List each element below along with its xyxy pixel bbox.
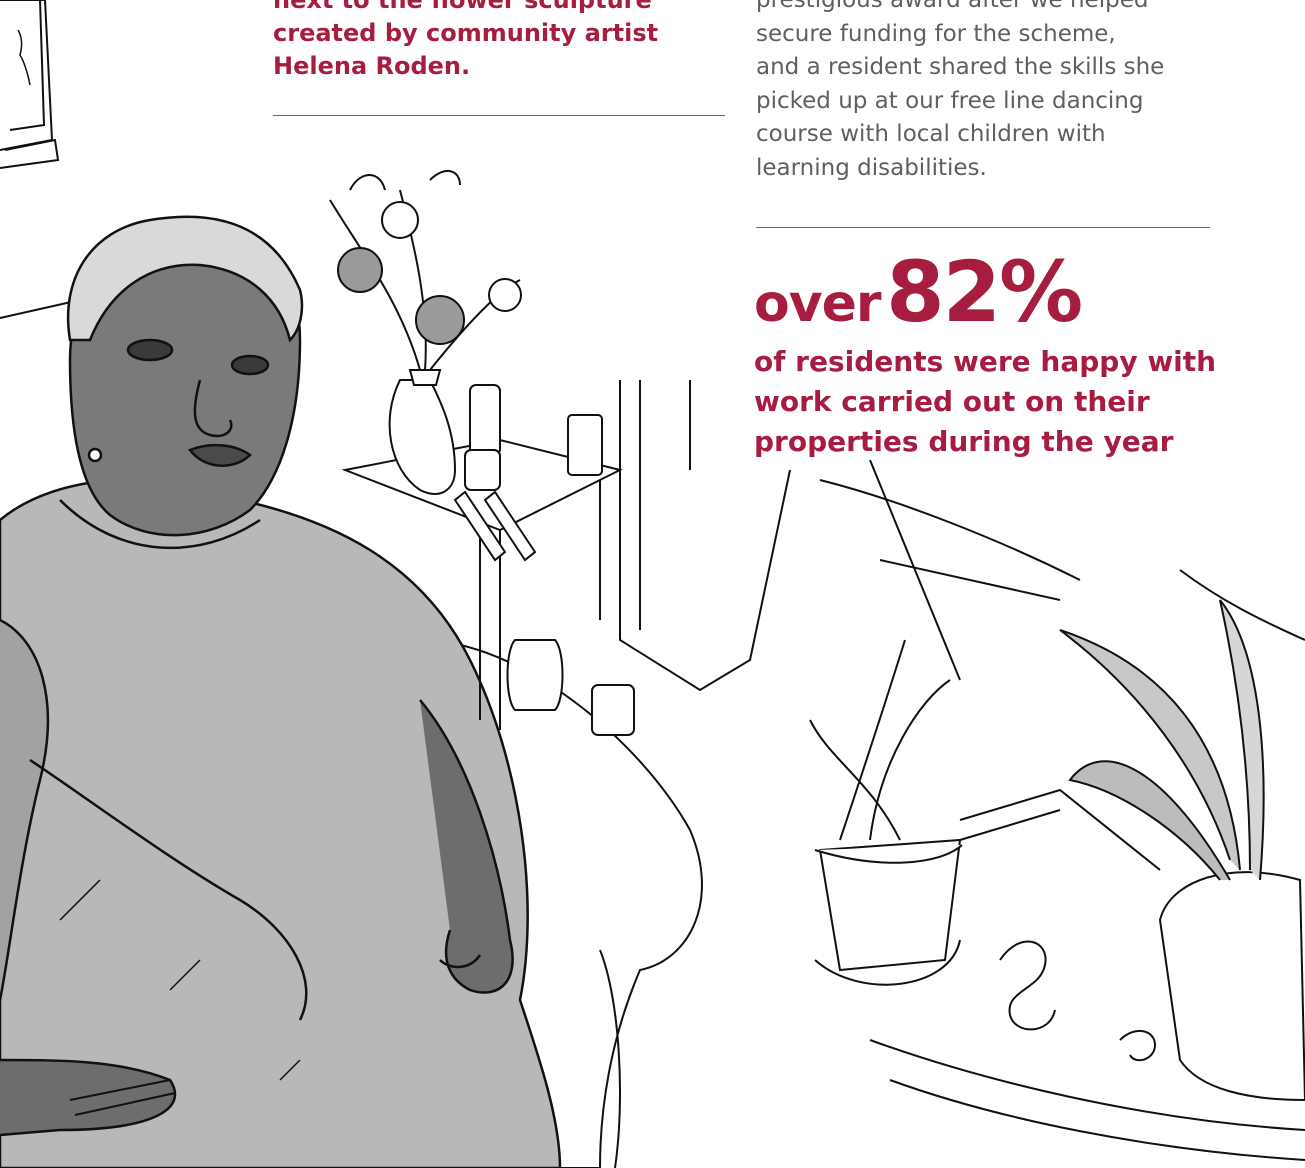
toiletries	[453, 384, 635, 736]
flower-vase	[329, 170, 522, 495]
stat-callout: over 82% of residents were happy with wo…	[754, 250, 1294, 462]
potted-plant-small	[809, 639, 963, 986]
stat-description-line: work carried out on their	[754, 385, 1150, 418]
stat-value: 82%	[886, 243, 1083, 341]
stat-description: of residents were happy with work carrie…	[754, 342, 1224, 462]
stat-prefix: over	[754, 274, 882, 334]
body-line: picked up at our free line dancing	[756, 87, 1144, 114]
standing-legs	[619, 380, 791, 692]
potted-plant-large	[1059, 599, 1305, 1102]
caption-line: created by community artist	[273, 19, 659, 47]
body-line: learning disabilities.	[756, 154, 987, 181]
body-paragraph: prestigious award after we helped secure…	[756, 0, 1226, 185]
stat-description-line: properties during the year	[754, 425, 1174, 458]
caption-line: next to the flower sculpture	[273, 0, 652, 14]
body-divider	[756, 227, 1210, 228]
picture-frame	[0, 0, 60, 169]
body-line: course with local children with	[756, 121, 1106, 147]
stat-description-line: of residents were happy with	[754, 345, 1217, 378]
photo-caption: next to the flower sculpture created by …	[273, 0, 723, 83]
body-line: secure funding for the scheme,	[756, 20, 1116, 47]
body-line: and a resident shared the skills she	[756, 54, 1165, 80]
resident-head	[66, 215, 304, 537]
ornamental-rug	[869, 788, 1305, 1161]
resident-figure	[0, 478, 562, 1168]
caption-divider	[273, 115, 725, 116]
window-frame	[819, 459, 1305, 681]
body-line: prestigious award after we helped	[756, 0, 1149, 13]
stat-headline: over 82%	[754, 250, 1294, 334]
caption-line: Helena Roden.	[273, 52, 471, 80]
